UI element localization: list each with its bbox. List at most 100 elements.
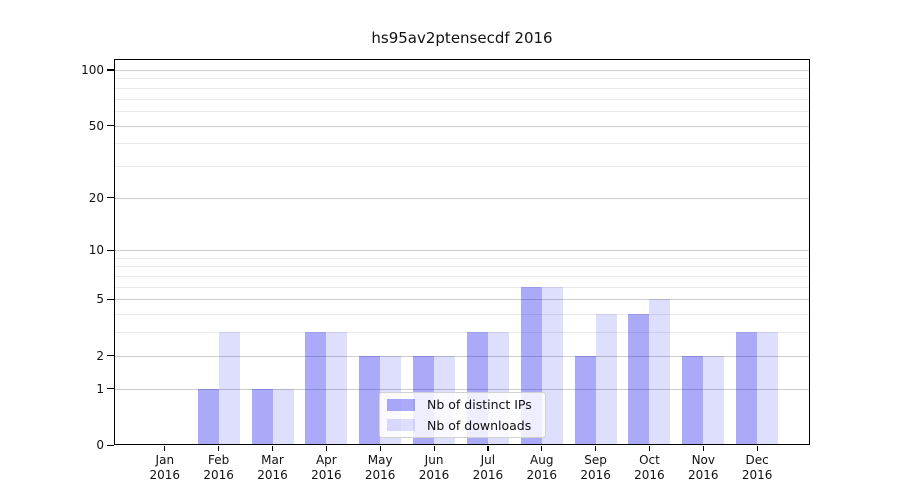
y-tick-label: 100 — [81, 62, 104, 77]
y-tick-label: 1 — [96, 381, 104, 396]
x-tick-label: May 2016 — [350, 453, 410, 484]
bar-downloads — [757, 332, 779, 445]
x-tick-label: Jan 2016 — [135, 453, 195, 484]
gridline-minor — [115, 332, 809, 334]
x-tick-mark — [164, 446, 166, 451]
x-tick-label: Apr 2016 — [296, 453, 356, 484]
x-tick-label-line: 2016 — [418, 468, 450, 482]
gridline-minor — [115, 266, 809, 268]
bar-distinct-ips — [628, 314, 650, 445]
gridline-minor — [115, 165, 809, 167]
x-tick-mark — [648, 446, 651, 451]
y-tick-mark — [107, 444, 114, 446]
bar-distinct-ips — [574, 355, 596, 445]
x-tick-label-line: Aug — [530, 452, 554, 467]
y-tick-label: 2 — [96, 348, 104, 363]
bar-downloads — [326, 332, 348, 445]
x-tick-mark — [325, 446, 328, 451]
x-tick-mark — [433, 446, 435, 451]
x-tick-label: Feb 2016 — [189, 453, 249, 484]
gridline-minor — [115, 276, 809, 278]
bar-distinct-ips — [736, 332, 758, 445]
x-tick-mark — [218, 446, 220, 451]
x-tick-mark — [702, 446, 704, 451]
gridline-major — [115, 197, 809, 199]
x-tick-label-line: 2016 — [580, 468, 611, 482]
x-tick-mark — [541, 446, 543, 451]
x-tick-label-line: Jul — [480, 452, 496, 467]
gridline-minor — [115, 314, 809, 316]
x-tick-label: Jun 2016 — [404, 453, 464, 484]
gridline-minor — [115, 257, 809, 259]
x-tick-mark — [595, 446, 597, 451]
x-tick-mark — [487, 446, 489, 451]
bar-downloads — [218, 332, 240, 445]
x-tick-label: Aug 2016 — [512, 453, 572, 484]
gridline-minor — [115, 286, 809, 288]
y-tick-mark — [107, 197, 114, 199]
x-tick-label-line: Jan — [155, 452, 175, 467]
bar-downloads — [649, 299, 671, 445]
legend-entry-downloads: Nb of downloads — [387, 418, 537, 434]
x-tick-mark — [756, 446, 758, 451]
x-tick-label-line: Apr — [315, 452, 337, 467]
bar-distinct-ips — [197, 388, 219, 445]
gridline-major — [115, 355, 809, 357]
bar-downloads — [595, 314, 617, 445]
legend-label-downloads: Nb of downloads — [427, 417, 532, 433]
y-tick-label: 5 — [96, 292, 104, 307]
plot-border — [114, 59, 810, 445]
bar-downloads — [541, 286, 563, 445]
x-tick-label-line: 2016 — [364, 468, 396, 482]
bar-distinct-ips — [359, 355, 381, 445]
x-tick-label-line: 2016 — [472, 468, 504, 482]
x-tick-label-line: 2016 — [741, 468, 773, 482]
x-tick-label-line: Mar — [261, 452, 284, 467]
gridline-major — [115, 69, 809, 71]
bar-distinct-ips — [251, 388, 273, 445]
y-tick-label: 0 — [96, 438, 104, 452]
gridline-major — [115, 388, 809, 390]
x-tick-label-line: May — [367, 452, 393, 467]
y-tick-mark — [107, 355, 114, 357]
gridline-major — [115, 250, 809, 252]
x-tick-label-line: 2016 — [257, 468, 288, 482]
x-tick-label-line: 2016 — [526, 468, 558, 482]
x-tick-mark — [272, 446, 274, 451]
y-tick-mark — [107, 388, 114, 390]
y-tick-mark — [107, 125, 114, 127]
y-tick-label: 10 — [88, 243, 104, 258]
x-tick-label: Mar 2016 — [243, 453, 303, 484]
gridline-minor — [115, 98, 809, 100]
y-tick-label: 20 — [88, 190, 104, 205]
y-tick-mark — [107, 69, 114, 71]
x-tick-label: Nov 2016 — [673, 453, 733, 484]
x-tick-mark — [379, 446, 381, 451]
x-tick-label-line: Dec — [745, 452, 769, 467]
y-tick-label: 50 — [88, 118, 104, 133]
x-tick-label-line: Oct — [639, 452, 660, 467]
legend: Nb of distinct IPs Nb of downloads — [379, 392, 546, 438]
x-tick-label-line: 2016 — [203, 468, 234, 482]
x-tick-label-line: 2016 — [149, 468, 181, 482]
gridline-minor — [115, 87, 809, 89]
gridline-minor — [115, 143, 809, 145]
gridline-minor — [115, 110, 809, 112]
x-tick-label-line: Jun — [424, 452, 444, 467]
x-tick-label: Oct 2016 — [619, 453, 679, 484]
bar-downloads — [272, 388, 294, 445]
y-tick-mark — [107, 298, 114, 301]
x-tick-label: Jul 2016 — [458, 453, 518, 484]
bar-distinct-ips — [682, 355, 704, 445]
x-tick-label: Dec 2016 — [727, 453, 787, 484]
legend-swatch-downloads — [387, 419, 415, 432]
gridline-minor — [115, 78, 809, 80]
gridline-major — [115, 299, 809, 301]
gridline-major — [115, 125, 809, 127]
y-tick-mark — [107, 249, 114, 251]
x-tick-label-line: Sep — [584, 452, 607, 467]
x-tick-label-line: Nov — [691, 452, 715, 467]
x-tick-label-line: Feb — [208, 452, 230, 467]
bar-downloads — [703, 355, 725, 445]
